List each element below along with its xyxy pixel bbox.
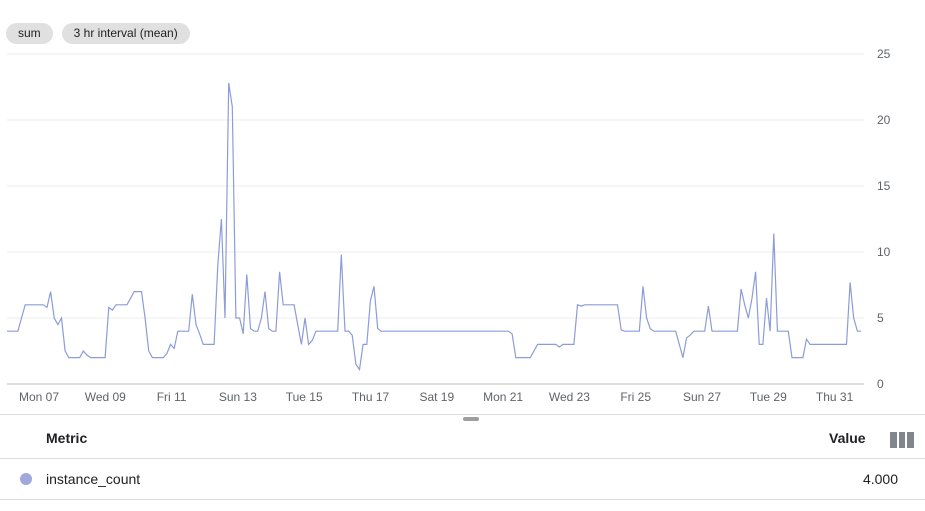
x-tick-label: Mon 21 (483, 390, 523, 404)
x-axis-ticks: Mon 07 Wed 09 Fri 11 Sun 13 Tue 15 Thu 17 Sat … (19, 390, 854, 404)
y-tick-label: 25 (877, 47, 891, 61)
aggregation-chip[interactable]: sum (6, 23, 53, 44)
columns-icon[interactable] (890, 432, 915, 448)
y-tick-label: 0 (877, 377, 884, 391)
metric-column-header[interactable]: Metric (46, 430, 88, 446)
y-tick-label: 5 (877, 311, 884, 325)
y-axis-ticks: 0 5 10 15 20 25 (877, 47, 891, 391)
x-tick-label: Fri 25 (620, 390, 651, 404)
legend-table-header: Metric Value (0, 420, 925, 458)
x-tick-label: Wed 09 (85, 390, 126, 404)
x-tick-label: Sun 13 (219, 390, 257, 404)
x-tick-label: Tue 29 (750, 390, 787, 404)
metric-value: 4.000 (862, 471, 898, 487)
y-tick-label: 10 (877, 245, 891, 259)
resize-handle[interactable] (463, 417, 479, 421)
series-line-instance-count (7, 82, 861, 372)
interval-chip[interactable]: 3 hr interval (mean) (61, 23, 190, 44)
y-tick-label: 15 (877, 179, 891, 193)
header-divider (0, 458, 925, 459)
chart-grid (7, 53, 864, 385)
chart-divider (0, 414, 925, 415)
series-color-dot (20, 473, 32, 485)
x-tick-label: Mon 07 (19, 390, 59, 404)
x-tick-label: Tue 15 (286, 390, 323, 404)
x-tick-label: Wed 23 (549, 390, 590, 404)
x-tick-label: Sat 19 (419, 390, 454, 404)
x-tick-label: Thu 31 (816, 390, 854, 404)
x-tick-label: Fri 11 (157, 390, 187, 404)
aggregation-chips: sum 3 hr interval (mean) (6, 23, 190, 44)
table-row[interactable]: instance_count 4.000 (0, 459, 925, 499)
y-tick-label: 20 (877, 113, 891, 127)
line-chart: 0 5 10 15 20 25 Mon 07 Wed 09 Fri 11 Sun 13 Tue 1… (7, 47, 891, 404)
x-tick-label: Thu 17 (352, 390, 390, 404)
metric-name: instance_count (46, 471, 141, 487)
value-column-header[interactable]: Value (829, 430, 866, 446)
x-tick-label: Sun 27 (683, 390, 721, 404)
row-divider (0, 499, 925, 500)
